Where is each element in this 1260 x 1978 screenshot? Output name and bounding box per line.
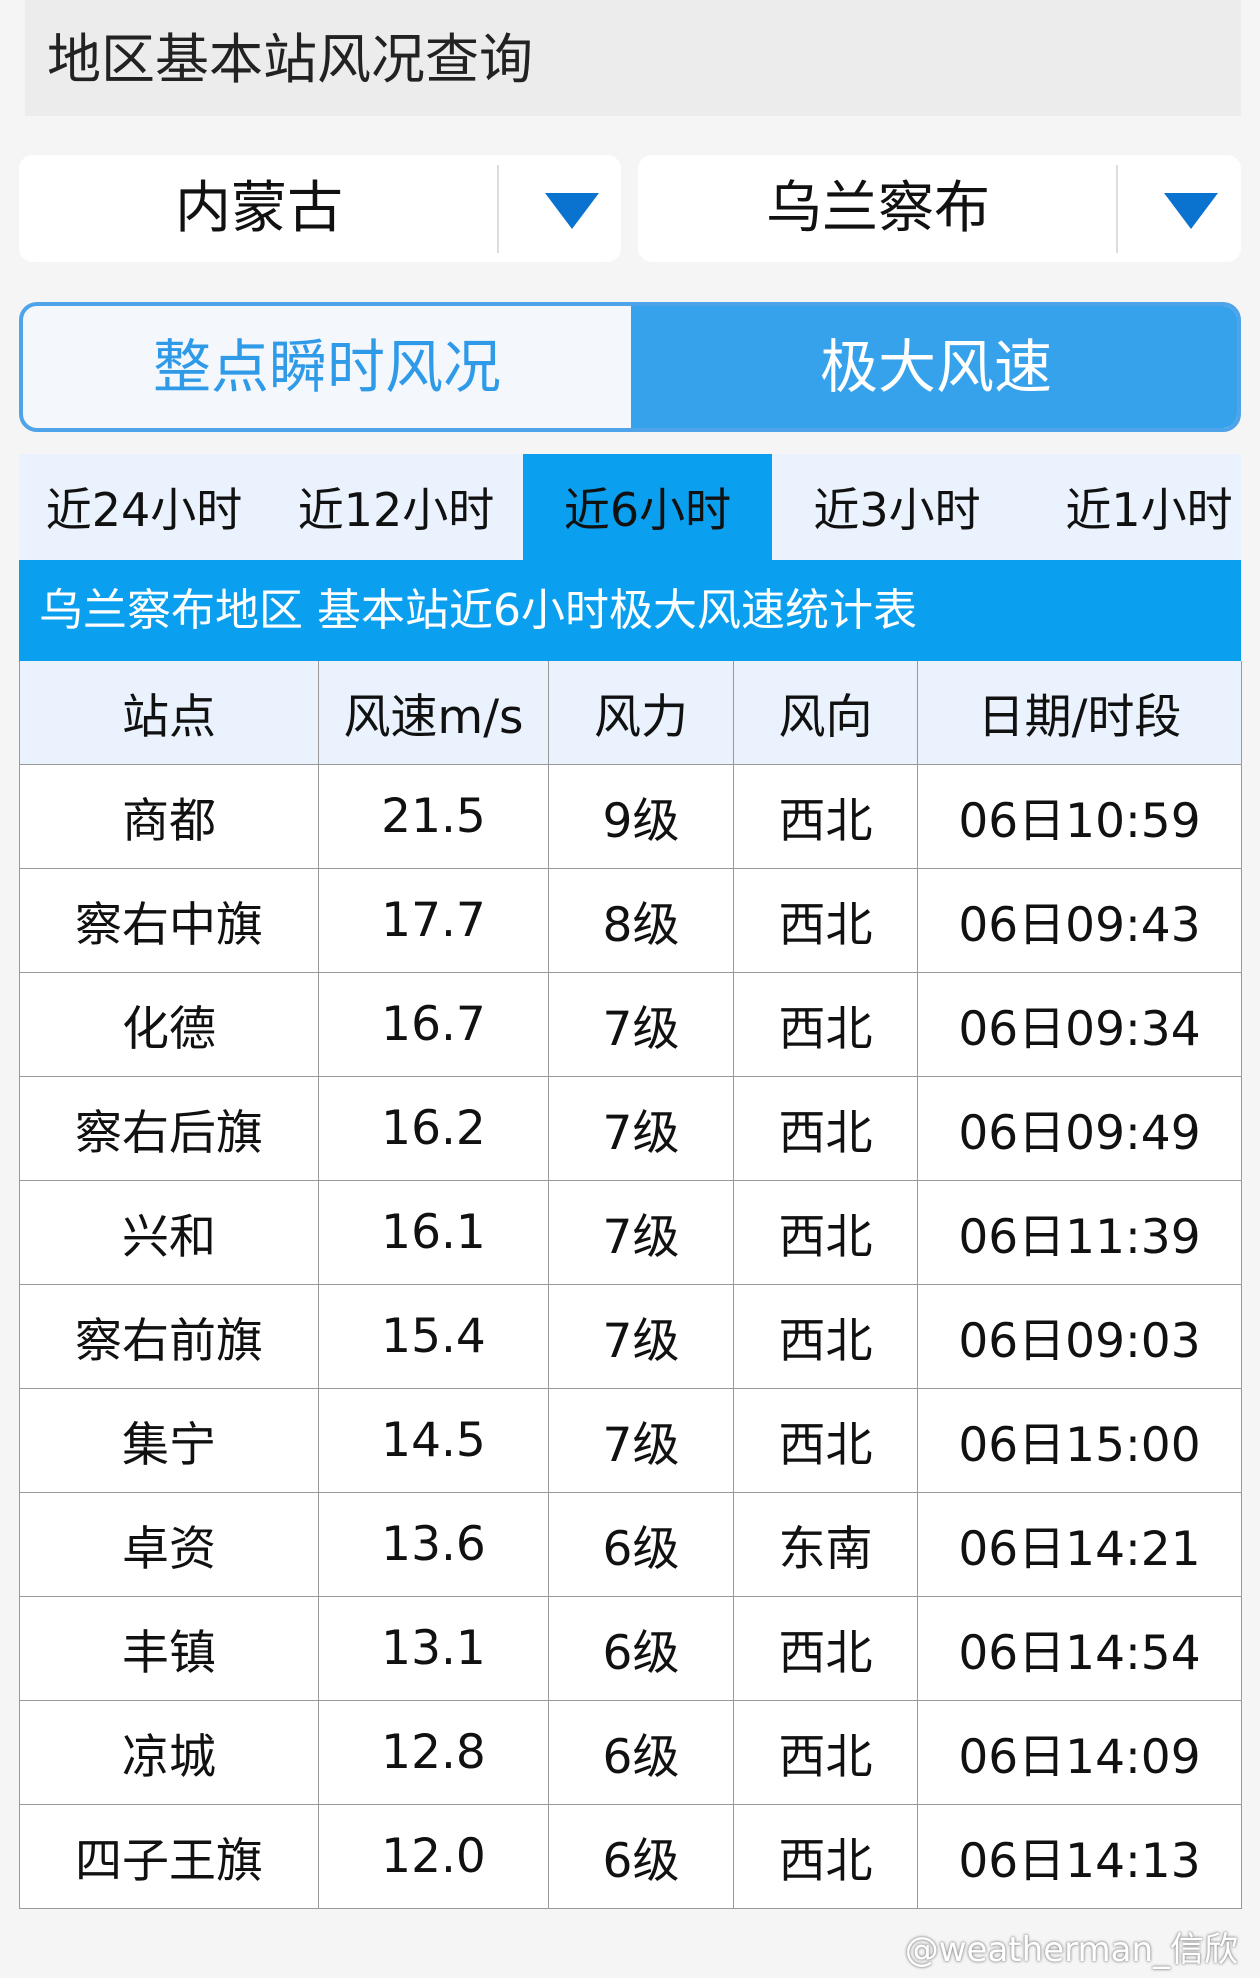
cell-speed: 14.5: [318, 1387, 549, 1493]
table-row: 丰镇 13.1 6级 西北 06日14:54: [19, 1595, 1242, 1701]
period-tabs: 近24小时 近12小时 近6小时 近3小时 近1小时: [19, 454, 1241, 560]
table-row: 察右后旗 16.2 7级 西北 06日09:49: [19, 1075, 1242, 1181]
cell-time: 06日14:13: [917, 1803, 1242, 1909]
col-speed: 风速m/s: [318, 661, 549, 765]
col-time: 日期/时段: [917, 661, 1242, 765]
cell-force: 6级: [548, 1491, 734, 1597]
cell-station: 凉城: [19, 1699, 319, 1805]
divider: [497, 165, 499, 253]
cell-speed: 12.8: [318, 1699, 549, 1805]
cell-time: 06日15:00: [917, 1387, 1242, 1493]
cell-time: 06日14:09: [917, 1699, 1242, 1805]
cell-direction: 西北: [733, 763, 918, 869]
city-select[interactable]: 乌兰察布: [638, 155, 1241, 262]
cell-speed: 13.1: [318, 1595, 549, 1701]
cell-direction: 西北: [733, 1595, 918, 1701]
cell-force: 7级: [548, 1283, 734, 1389]
table-row: 察右中旗 17.7 8级 西北 06日09:43: [19, 867, 1242, 973]
cell-direction: 西北: [733, 1699, 918, 1805]
cell-station: 察右中旗: [19, 867, 319, 973]
cell-force: 7级: [548, 1179, 734, 1285]
cell-direction: 西北: [733, 1387, 918, 1493]
wind-table: 站点 风速m/s 风力 风向 日期/时段 商都 21.5 9级 西北 06日10:59 察…: [19, 661, 1242, 1909]
col-force: 风力: [548, 661, 734, 765]
cell-direction: 西北: [733, 867, 918, 973]
cell-station: 四子王旗: [19, 1803, 319, 1909]
cell-direction: 西北: [733, 1803, 918, 1909]
cell-station: 商都: [19, 763, 319, 869]
col-station: 站点: [19, 661, 319, 765]
cell-station: 察右前旗: [19, 1283, 319, 1389]
city-value: 乌兰察布: [766, 176, 990, 241]
cell-speed: 16.2: [318, 1075, 549, 1181]
cell-force: 6级: [548, 1699, 734, 1805]
tab-1h[interactable]: 近1小时: [1065, 483, 1233, 537]
cell-station: 集宁: [19, 1387, 319, 1493]
cell-force: 6级: [548, 1595, 734, 1701]
table-row: 察右前旗 15.4 7级 西北 06日09:03: [19, 1283, 1242, 1389]
table-header: 站点 风速m/s 风力 风向 日期/时段: [19, 661, 1242, 765]
cell-speed: 17.7: [318, 867, 549, 973]
cell-force: 7级: [548, 971, 734, 1077]
table-row: 商都 21.5 9级 西北 06日10:59: [19, 763, 1242, 869]
tab-24h[interactable]: 近24小时: [45, 483, 243, 537]
cell-direction: 东南: [733, 1491, 918, 1597]
cell-time: 06日14:54: [917, 1595, 1242, 1701]
triangle-down-icon[interactable]: [1164, 193, 1218, 229]
page-title: 地区基本站风况查询: [25, 0, 1241, 116]
province-value: 内蒙古: [175, 176, 343, 241]
tab-3h[interactable]: 近3小时: [813, 483, 981, 537]
table-row: 兴和 16.1 7级 西北 06日11:39: [19, 1179, 1242, 1285]
table-row: 凉城 12.8 6级 西北 06日14:09: [19, 1699, 1242, 1805]
table-title: 乌兰察布地区 基本站近6小时极大风速统计表: [19, 560, 1241, 661]
cell-time: 06日09:49: [917, 1075, 1242, 1181]
cell-speed: 16.7: [318, 971, 549, 1077]
table-row: 四子王旗 12.0 6级 西北 06日14:13: [19, 1803, 1242, 1909]
table-row: 化德 16.7 7级 西北 06日09:34: [19, 971, 1242, 1077]
cell-direction: 西北: [733, 971, 918, 1077]
cell-force: 8级: [548, 867, 734, 973]
cell-time: 06日10:59: [917, 763, 1242, 869]
cell-time: 06日09:43: [917, 867, 1242, 973]
cell-speed: 12.0: [318, 1803, 549, 1909]
tab-hourly-wind[interactable]: 整点瞬时风况: [152, 333, 501, 401]
cell-force: 7级: [548, 1075, 734, 1181]
cell-direction: 西北: [733, 1075, 918, 1181]
cell-force: 7级: [548, 1387, 734, 1493]
cell-time: 06日11:39: [917, 1179, 1242, 1285]
cell-time: 06日14:21: [917, 1491, 1242, 1597]
mode-segmented-control: 整点瞬时风况 极大风速: [19, 302, 1241, 432]
cell-speed: 16.1: [318, 1179, 549, 1285]
cell-time: 06日09:03: [917, 1283, 1242, 1389]
cell-force: 6级: [548, 1803, 734, 1909]
cell-speed: 21.5: [318, 763, 549, 869]
triangle-down-icon[interactable]: [545, 193, 599, 229]
province-select[interactable]: 内蒙古: [19, 155, 621, 262]
cell-station: 兴和: [19, 1179, 319, 1285]
divider: [1116, 165, 1118, 253]
cell-force: 9级: [548, 763, 734, 869]
tab-6h[interactable]: 近6小时: [523, 454, 772, 560]
cell-station: 卓资: [19, 1491, 319, 1597]
tab-max-wind[interactable]: 极大风速: [631, 306, 1237, 428]
cell-speed: 13.6: [318, 1491, 549, 1597]
tab-12h[interactable]: 近12小时: [297, 483, 495, 537]
table-row: 集宁 14.5 7级 西北 06日15:00: [19, 1387, 1242, 1493]
cell-station: 丰镇: [19, 1595, 319, 1701]
cell-time: 06日09:34: [917, 971, 1242, 1077]
col-direction: 风向: [733, 661, 918, 765]
cell-speed: 15.4: [318, 1283, 549, 1389]
cell-station: 察右后旗: [19, 1075, 319, 1181]
cell-station: 化德: [19, 971, 319, 1077]
cell-direction: 西北: [733, 1283, 918, 1389]
cell-direction: 西北: [733, 1179, 918, 1285]
weibo-watermark: @weatherman_信欣: [904, 1930, 1238, 1970]
table-row: 卓资 13.6 6级 东南 06日14:21: [19, 1491, 1242, 1597]
